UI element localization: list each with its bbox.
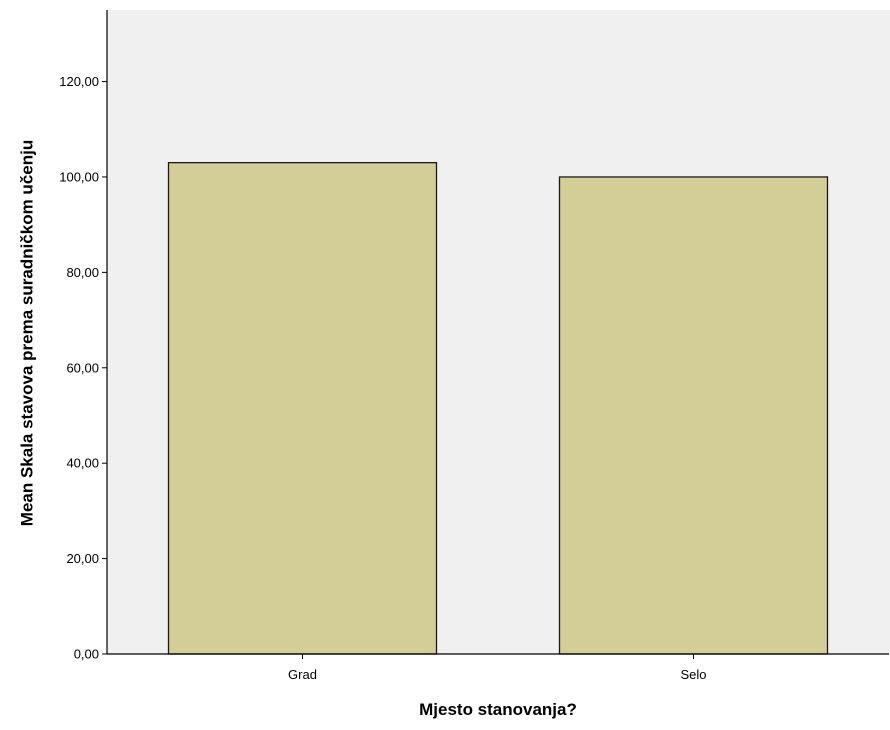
y-tick-label: 60,00 (66, 360, 99, 375)
x-tick-label: Grad (288, 667, 317, 682)
x-ticks-group: Grad Selo (288, 654, 707, 682)
y-tick-label: 40,00 (66, 456, 99, 471)
x-axis-title: Mjesto stanovanja? (419, 700, 577, 719)
y-tick-label: 120,00 (59, 74, 99, 89)
y-tick-label: 20,00 (66, 551, 99, 566)
x-tick-label: Selo (680, 667, 706, 682)
y-tick-label: 0,00 (74, 647, 99, 662)
bar-selo (558, 176, 829, 655)
bars-group (167, 162, 829, 655)
y-axis-title: Mean Skala stavova prema suradničkom uče… (17, 140, 36, 526)
bar-grad (167, 162, 438, 655)
y-tick-label: 100,00 (59, 169, 99, 184)
y-ticks-group: 0,00 20,00 40,00 60,00 80,00 100,00 120,00 (59, 74, 107, 662)
y-tick-label: 80,00 (66, 265, 99, 280)
